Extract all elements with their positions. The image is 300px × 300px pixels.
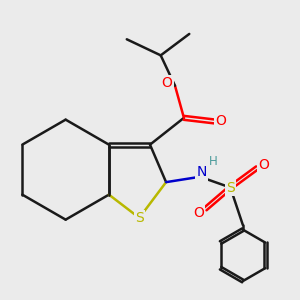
Text: O: O bbox=[162, 76, 172, 90]
Text: O: O bbox=[215, 114, 226, 128]
Text: S: S bbox=[135, 211, 144, 225]
Text: N: N bbox=[196, 166, 207, 179]
Text: O: O bbox=[258, 158, 269, 172]
Text: S: S bbox=[226, 181, 235, 194]
Text: O: O bbox=[194, 206, 204, 220]
Text: H: H bbox=[209, 155, 218, 168]
